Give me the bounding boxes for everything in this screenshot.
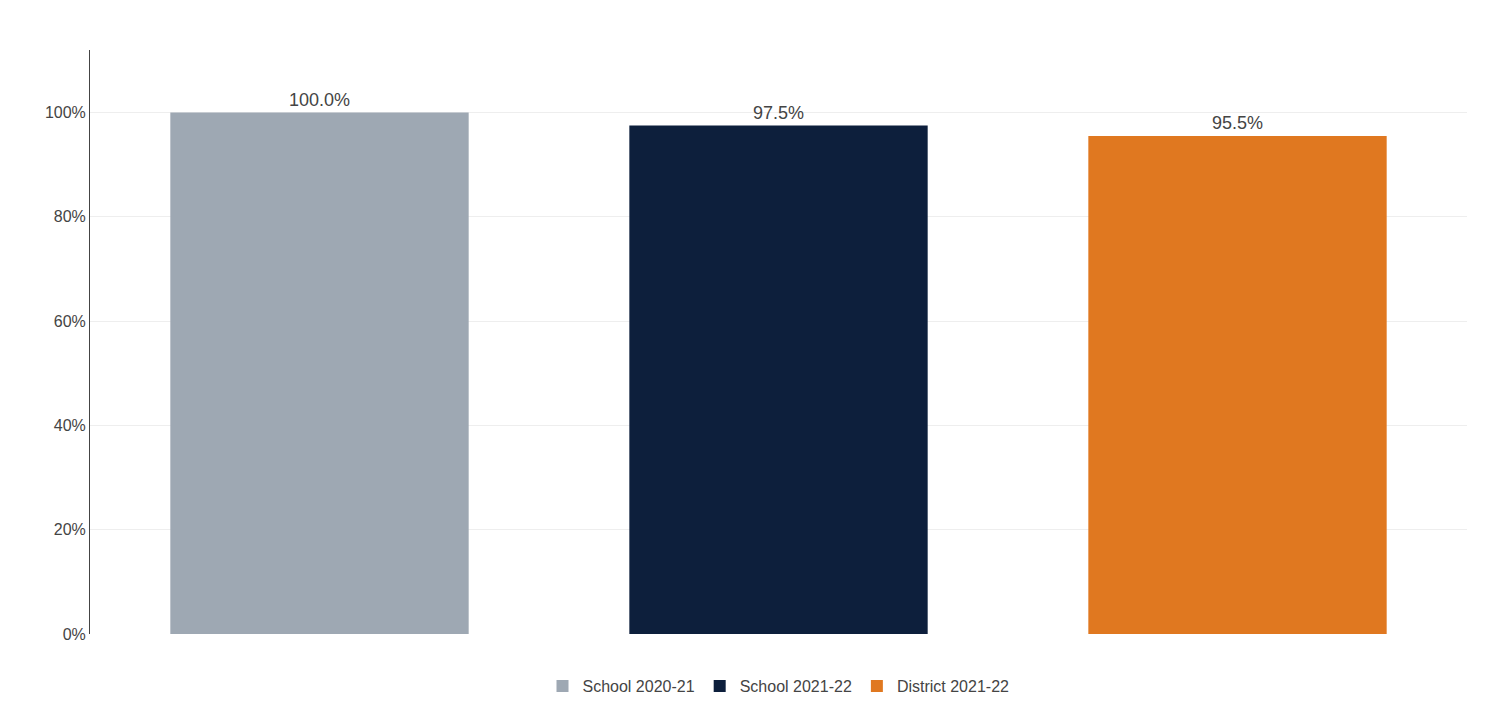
- svg-text:80%: 80%: [54, 208, 86, 225]
- svg-text:School 2020-21: School 2020-21: [583, 678, 695, 695]
- svg-text:School 2021-22: School 2021-22: [740, 678, 852, 695]
- svg-text:40%: 40%: [54, 417, 86, 434]
- svg-text:100%: 100%: [45, 104, 86, 121]
- svg-text:95.5%: 95.5%: [1212, 113, 1263, 133]
- svg-text:0%: 0%: [63, 626, 86, 643]
- svg-text:District 2021-22: District 2021-22: [897, 678, 1009, 695]
- svg-text:100.0%: 100.0%: [289, 90, 350, 110]
- svg-text:60%: 60%: [54, 313, 86, 330]
- svg-text:97.5%: 97.5%: [753, 103, 804, 123]
- svg-text:20%: 20%: [54, 521, 86, 538]
